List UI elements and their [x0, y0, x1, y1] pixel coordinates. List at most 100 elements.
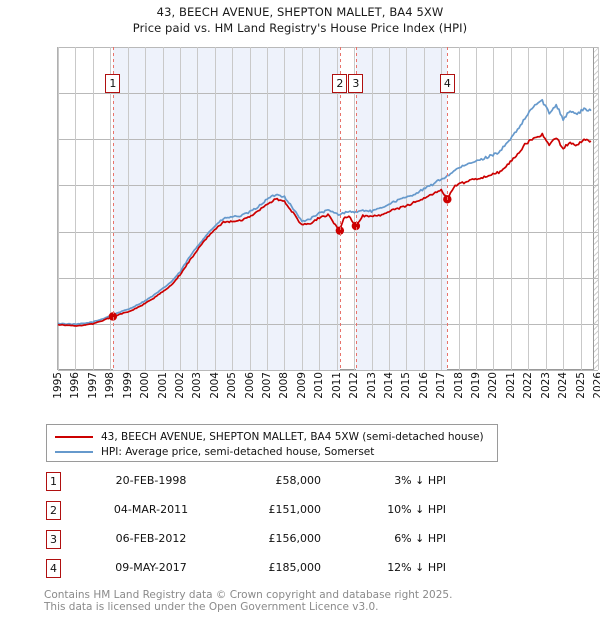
transactions-table: 1 20-FEB-1998 £58,000 3% ↓ HPI 2 04-MAR-2011 £…	[46, 470, 466, 586]
gridline-vertical	[476, 47, 477, 370]
x-axis-tick-label-text: 2022	[522, 372, 535, 399]
series-line	[57, 132, 592, 327]
x-axis-tick-label-text: 2026	[592, 372, 600, 399]
price-paid-point[interactable]	[108, 312, 118, 321]
event-vertical-line	[113, 47, 114, 370]
x-axis-tick-label-text: 2023	[539, 372, 552, 399]
event-marker-badge[interactable]: 2	[332, 74, 348, 93]
gridline-vertical	[75, 47, 76, 370]
price-paid-point[interactable]	[351, 221, 361, 231]
transaction-hpi-delta: 10% ↓ HPI	[387, 503, 446, 516]
transaction-date: 20-FEB-1998	[115, 474, 187, 487]
x-axis-tick-label-text: 2008	[278, 372, 291, 399]
x-axis-tick-label-text: 2015	[400, 372, 413, 399]
chart-legend: 43, BEECH AVENUE, SHEPTON MALLET, BA4 5X…	[46, 424, 498, 462]
gridline-vertical	[406, 47, 407, 370]
x-axis-tick-label-text: 2021	[504, 372, 517, 399]
x-axis-tick-label-text: 1999	[121, 372, 134, 399]
gridline-vertical	[250, 47, 251, 370]
transaction-date: 04-MAR-2011	[113, 503, 189, 516]
ownership-band	[355, 47, 448, 370]
gridline-vertical	[163, 47, 164, 370]
transaction-price: £58,000	[275, 474, 322, 487]
event-vertical-line	[356, 47, 357, 370]
gridline-vertical	[93, 47, 94, 370]
x-axis-tick-label-text: 2011	[330, 372, 343, 399]
event-marker-badge[interactable]: 4	[439, 74, 455, 93]
gridline-vertical	[493, 47, 494, 370]
event-marker-badge[interactable]: 1	[105, 74, 121, 93]
table-row[interactable]: 2 04-MAR-2011 £151,000 10% ↓ HPI	[46, 499, 466, 528]
gridline-vertical	[528, 47, 529, 370]
x-axis-tick-label-text: 2017	[435, 372, 448, 399]
x-axis-tick-label-text: 2007	[261, 372, 274, 399]
x-axis-tick-label-text: 2019	[470, 372, 483, 399]
gridline-horizontal	[58, 232, 598, 233]
gridline-vertical	[302, 47, 303, 370]
gridline-horizontal	[58, 324, 598, 325]
table-row[interactable]: 4 09-MAY-2017 £185,000 12% ↓ HPI	[46, 557, 466, 586]
gridline-vertical	[581, 47, 582, 370]
gridline-vertical	[424, 47, 425, 370]
event-marker-badge[interactable]: 3	[348, 74, 364, 93]
transaction-hpi-delta: 6% ↓ HPI	[394, 532, 446, 545]
gridline-vertical	[232, 47, 233, 370]
footer-line-2: This data is licensed under the Open Gov…	[44, 601, 379, 613]
x-axis-tick-label-text: 2024	[557, 372, 570, 399]
price-paid-point[interactable]	[335, 226, 345, 235]
x-axis-tick-label-text: 2018	[452, 372, 465, 399]
gridline-vertical	[197, 47, 198, 370]
gridline-horizontal	[58, 93, 598, 94]
x-axis-tick-label-text: 1995	[52, 372, 64, 399]
x-axis-tick-label-text: 1996	[69, 372, 82, 399]
gridline-vertical	[372, 47, 373, 370]
gridline-vertical	[180, 47, 181, 370]
gridline-vertical	[441, 47, 442, 370]
event-vertical-line	[340, 47, 341, 370]
gridline-vertical	[58, 47, 59, 370]
x-axis-tick-label-text: 2005	[226, 372, 239, 399]
transaction-index-badge: 4	[46, 559, 61, 578]
transaction-hpi-delta: 12% ↓ HPI	[387, 561, 446, 574]
x-axis-tick-label-text: 2013	[365, 372, 378, 399]
transaction-index-badge: 2	[46, 501, 61, 520]
x-axis-tick-label-text: 1998	[104, 372, 117, 399]
transaction-date: 06-FEB-2012	[115, 532, 187, 545]
gridline-horizontal	[58, 185, 598, 186]
x-axis-tick-label-text: 2020	[487, 372, 500, 399]
title-line-1: 43, BEECH AVENUE, SHEPTON MALLET, BA4 5X…	[156, 5, 444, 19]
legend-color-swatch	[55, 435, 93, 438]
transaction-price: £185,000	[268, 561, 322, 574]
legend-item: HPI: Average price, semi-detached house,…	[53, 444, 497, 459]
x-axis-tick-label-text: 2009	[295, 372, 308, 399]
gridline-vertical	[145, 47, 146, 370]
gridline-vertical	[389, 47, 390, 370]
x-axis-tick-label-text: 2006	[243, 372, 256, 399]
gridline-vertical	[459, 47, 460, 370]
table-row[interactable]: 1 20-FEB-1998 £58,000 3% ↓ HPI	[46, 470, 466, 499]
gridline-vertical	[215, 47, 216, 370]
x-axis-tick-label-text: 2014	[382, 372, 395, 399]
transaction-date: 09-MAY-2017	[115, 561, 187, 574]
gridline-vertical	[598, 47, 599, 370]
gridline-vertical	[128, 47, 129, 370]
x-axis-tick-label-text: 2000	[139, 372, 152, 399]
x-axis-tick-label-text: 2010	[313, 372, 326, 399]
series-line	[57, 98, 592, 326]
gridline-vertical	[337, 47, 338, 370]
legend-label: 43, BEECH AVENUE, SHEPTON MALLET, BA4 5X…	[101, 430, 484, 443]
transaction-price: £151,000	[268, 503, 322, 516]
x-axis-tick-label-text: 2016	[417, 372, 430, 399]
x-axis-tick-label-text: 2004	[208, 372, 221, 399]
transaction-index-badge: 1	[46, 472, 61, 491]
legend-label: HPI: Average price, semi-detached house,…	[101, 445, 375, 458]
gridline-horizontal	[58, 47, 598, 48]
gridline-horizontal	[58, 139, 598, 140]
x-axis-tick-label-text: 2001	[156, 372, 169, 399]
gridline-vertical	[267, 47, 268, 370]
table-row[interactable]: 3 06-FEB-2012 £156,000 6% ↓ HPI	[46, 528, 466, 557]
transaction-price: £156,000	[268, 532, 322, 545]
